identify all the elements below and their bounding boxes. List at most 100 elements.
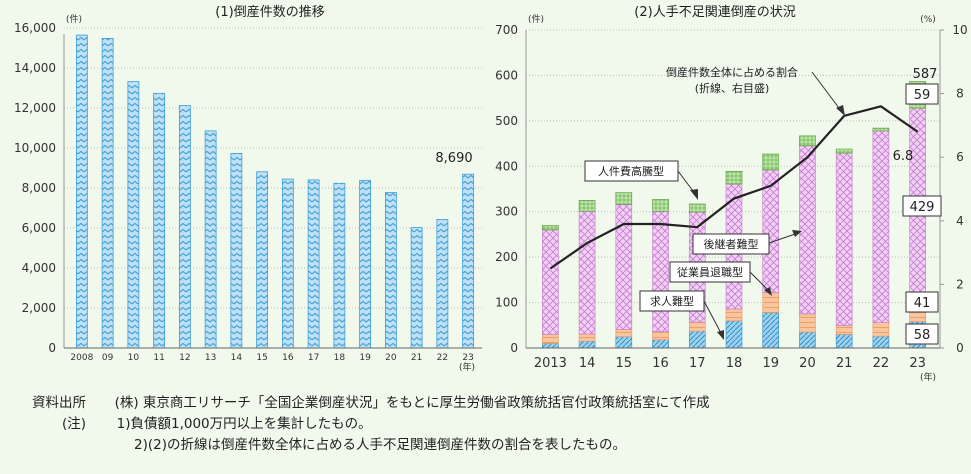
- left-bar: [75, 34, 88, 349]
- left-bar: [333, 182, 346, 349]
- bar-segment-recruitment: [688, 330, 706, 349]
- bar-segment-labour-cost: [615, 192, 633, 205]
- bar-segment-successor: [799, 145, 816, 315]
- right-x-tick-label: 23: [909, 356, 926, 371]
- bar-segment-recruitment: [578, 340, 596, 349]
- note-1-text: 1)負債額1,000万円以上を集計したもの。: [116, 416, 372, 432]
- bar-segment-labour-cost: [578, 200, 596, 212]
- bar-segment-recruitment: [799, 331, 816, 349]
- bar-segment-successor: [652, 210, 669, 332]
- right-x-tick-label: 14: [579, 356, 596, 371]
- ratio-line: [549, 105, 919, 270]
- right-y-tick-label: 0: [510, 341, 518, 355]
- right-y-unit: (件): [528, 13, 544, 25]
- right-y2-tick-label: 6: [956, 150, 964, 164]
- left-y-tick-label: 12,000: [14, 101, 56, 115]
- value-label-total: 587: [913, 67, 938, 82]
- left-x-tick-label: 14: [231, 353, 243, 363]
- bar-segment-recruitment: [652, 339, 669, 349]
- bar-segment-labour-cost: [835, 148, 853, 154]
- left-bar: [127, 81, 140, 349]
- value-label-successor: 429: [902, 195, 942, 217]
- bar-segment-successor: [835, 152, 853, 326]
- left-chart-title: (1)倒産件数の推移: [215, 4, 324, 20]
- left-bar: [281, 178, 294, 349]
- left-last-value-label: 8,690: [435, 151, 472, 166]
- left-y-tick-label: 2,000: [22, 301, 56, 315]
- left-x-tick-label: 2008: [70, 353, 93, 363]
- right-x-tick-label: 2013: [534, 356, 567, 371]
- bar-segment-retirement: [688, 321, 706, 332]
- bar-segment-successor: [542, 229, 559, 335]
- value-label-ratio: 6.8: [893, 149, 914, 164]
- bar-segment-retirement: [762, 292, 780, 313]
- bar-segment-labour-cost: [872, 127, 890, 132]
- bar-segment-successor: [872, 130, 890, 323]
- bar-segment-labour-cost: [762, 153, 780, 171]
- left-x-tick-label: 16: [282, 353, 294, 363]
- right-y2-tick-label: 10: [952, 23, 967, 37]
- bar-segment-retirement: [799, 313, 816, 333]
- bar-segment-retirement: [542, 334, 559, 344]
- source-line: 資料出所 (株) 東京商工リサーチ「全国企業倒産状況」をもとに厚生労働省政策統括…: [32, 393, 710, 414]
- right-y2-tick-label: 8: [956, 87, 964, 101]
- callout-retirement-text: 従業員退職型: [677, 265, 743, 279]
- right-x-tick-label: 22: [873, 356, 890, 371]
- left-bar: [436, 219, 449, 349]
- left-y-tick-label: 14,000: [14, 61, 56, 75]
- right-y-ticks: 0 100 200 300 400 500 600 700: [495, 23, 518, 355]
- value-label-retirement-text: 41: [914, 296, 931, 311]
- bar-segment-retirement: [615, 329, 633, 337]
- right-x-tick-label: 21: [836, 356, 853, 371]
- left-y-tick-label: 6,000: [22, 221, 56, 235]
- bar-segment-labour-cost: [652, 199, 669, 212]
- value-label-labour-text: 59: [914, 88, 931, 103]
- bar-segment-labour-cost: [688, 203, 706, 213]
- value-label-recruitment: 58: [905, 323, 939, 345]
- value-label-retirement: 41: [905, 291, 939, 313]
- bar-segment-recruitment: [542, 343, 559, 349]
- right-y-tick-label: 600: [495, 68, 518, 82]
- right-x-ticks: 2013 14 15 16 17 18 19 20 21 22 23: [534, 356, 926, 371]
- left-x-tick-label: 09: [102, 353, 114, 363]
- left-x-tick-label: 11: [153, 353, 164, 363]
- callout-successor-text: 後継者難型: [704, 237, 759, 251]
- left-y-unit: (件): [66, 13, 82, 25]
- right-y-tick-label: 100: [495, 296, 518, 310]
- right-y-tick-label: 400: [495, 159, 518, 173]
- callout-retirement: 従業員退職型: [669, 261, 772, 296]
- left-bar: [153, 92, 166, 349]
- callout-recruitment-text: 求人難型: [650, 294, 694, 308]
- right-y2-unit: (%): [920, 15, 936, 25]
- left-x-tick-label: 22: [437, 353, 448, 363]
- source-label: 資料出所: [32, 395, 86, 411]
- bar-segment-labour-cost: [725, 170, 743, 185]
- left-y-tick-label: 0: [48, 341, 56, 355]
- right-y-tick-label: 200: [495, 250, 518, 264]
- bar-segment-labour-cost: [542, 225, 559, 231]
- left-y-tick-label: 10,000: [14, 141, 56, 155]
- left-bar: [230, 152, 243, 349]
- left-x-tick-label: 23: [462, 353, 473, 363]
- right-y2-tick-label: 0: [956, 341, 964, 355]
- right-x-tick-label: 15: [616, 356, 633, 371]
- left-x-ticks: 2008 09 10 11 12 13 14 15 16 17 18 19 20 21 22 23: [70, 353, 473, 363]
- bar-segment-retirement: [652, 331, 669, 341]
- callout-labour-cost: 人件費高騰型: [584, 160, 698, 200]
- value-label-successor-text: 429: [910, 200, 935, 215]
- charts-canvas: (1)倒産件数の推移 (件) 0 2,000 4,000 6,000 8,000 10,0…: [14, 4, 968, 383]
- left-y-tick-label: 16,000: [14, 21, 56, 35]
- note-2-text: 2)(2)の折線は倒産件数全体に占める人手不足関連倒産件数の割合を表したもの。: [134, 437, 626, 453]
- left-bar: [178, 105, 191, 349]
- callout-successor: 後継者難型: [692, 230, 802, 255]
- left-bar: [204, 130, 217, 349]
- left-bar: [410, 226, 423, 349]
- left-bars: [75, 34, 475, 349]
- left-x-tick-label: 12: [179, 353, 190, 363]
- left-bar: [384, 192, 397, 349]
- bar-segment-recruitment: [725, 320, 743, 349]
- right-x-tick-label: 16: [652, 356, 669, 371]
- value-label-recruitment-text: 58: [914, 328, 931, 343]
- ratio-polyline: [549, 105, 919, 270]
